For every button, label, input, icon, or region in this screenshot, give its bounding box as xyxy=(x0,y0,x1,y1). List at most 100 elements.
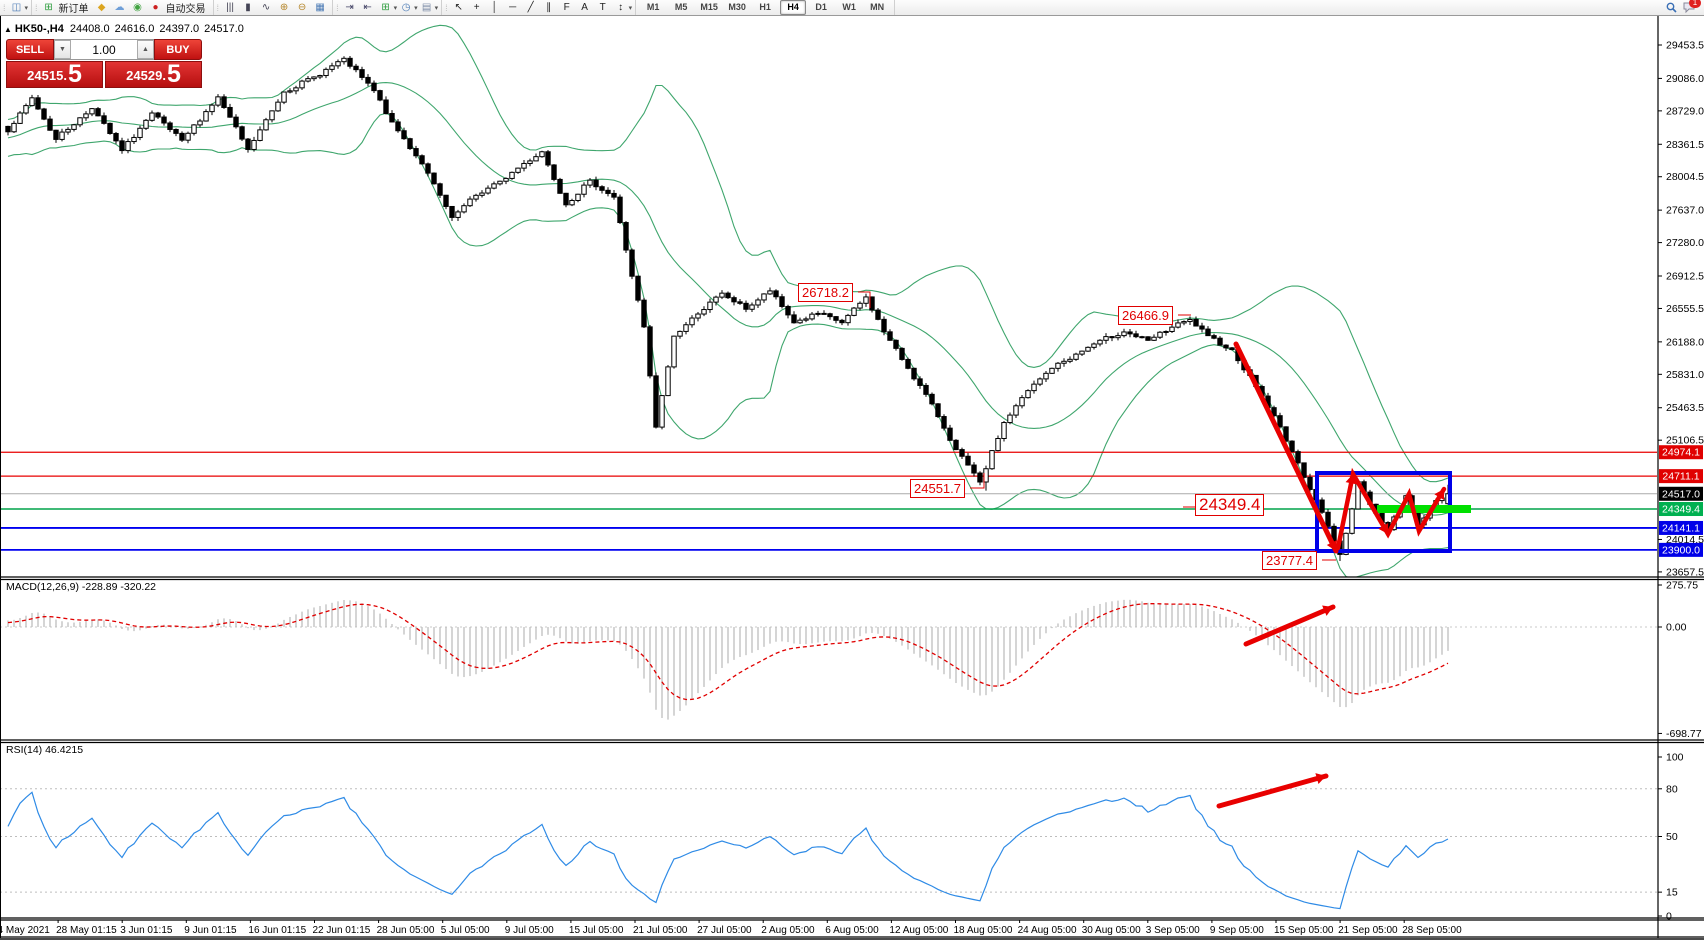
zigzag-arrow-drawing[interactable] xyxy=(1335,467,1447,551)
timeframe-MN[interactable]: MN xyxy=(870,2,885,12)
signals-icon[interactable]: ◉ xyxy=(133,2,142,13)
templates-icon[interactable]: ▤ xyxy=(421,2,432,13)
symbol-title: HK50-,H4 xyxy=(14,23,64,35)
indicators-add-icon-dropdown[interactable]: ▾ xyxy=(393,4,398,12)
text-label-icon[interactable]: T xyxy=(599,2,606,13)
toolbar-group-trade: ⁞ ⊞ 新订单 ◆ ☁ ◉ ● 自动交易 xyxy=(32,0,214,15)
buy-price-display[interactable]: 24529. 5 xyxy=(105,61,202,88)
chart-area: 29453.5 29086.0 28729.0 28361.5 28004.5 27637… xyxy=(0,14,1704,938)
price-annotation-26466.9[interactable]: 26466.9 xyxy=(1118,306,1173,325)
volume-decrease-button[interactable]: ▼ xyxy=(54,40,71,59)
trendline-icon[interactable]: ╱ xyxy=(527,2,534,13)
search-icon[interactable] xyxy=(1663,0,1679,15)
vertical-line-icon[interactable]: │ xyxy=(491,2,498,13)
downtrend-arrow-drawing[interactable] xyxy=(1233,341,1339,554)
timeframe-W1[interactable]: W1 xyxy=(842,2,856,12)
arrows-tool-icon[interactable]: ↕ xyxy=(618,2,624,13)
svg-text:22 Jun 01:15: 22 Jun 01:15 xyxy=(313,925,371,936)
timeframe-M5[interactable]: M5 xyxy=(674,2,688,12)
horizontal-line-icon[interactable]: ─ xyxy=(509,2,517,13)
periods-icon-dropdown[interactable]: ▾ xyxy=(414,4,418,12)
price-annotation-26718.2[interactable]: 26718.2 xyxy=(798,283,853,302)
svg-text:25106.5: 25106.5 xyxy=(1666,435,1704,447)
channel-icon[interactable]: ∥ xyxy=(546,2,552,13)
svg-text:3 Jun 01:15: 3 Jun 01:15 xyxy=(120,925,173,936)
svg-text:5 Jul 05:00: 5 Jul 05:00 xyxy=(441,925,490,936)
macd-up-arrow-drawing[interactable] xyxy=(1243,604,1336,647)
candlestick-series xyxy=(5,55,1451,562)
timeframe-D1[interactable]: D1 xyxy=(815,2,827,12)
auto-scroll-icon[interactable]: ⇥ xyxy=(345,2,354,13)
price-axis: 29453.5 29086.0 28729.0 28361.5 28004.5 27637… xyxy=(1658,40,1704,923)
bar-chart-icon[interactable]: ||| xyxy=(226,2,234,13)
arrows-tool-icon-dropdown[interactable]: ▾ xyxy=(628,4,633,12)
chart-canvas[interactable]: 29453.5 29086.0 28729.0 28361.5 28004.5 27637… xyxy=(0,14,1704,938)
svg-text:9 Jun 01:15: 9 Jun 01:15 xyxy=(184,925,237,936)
autotrade-icon-label[interactable]: 自动交易 xyxy=(165,4,206,15)
price-annotation-24349.4[interactable]: 24349.4 xyxy=(1195,494,1265,516)
autotrade-icon[interactable]: ● xyxy=(152,2,159,13)
candlestick-icon[interactable]: ▮ xyxy=(245,2,251,13)
price-annotation-24551.7[interactable]: 24551.7 xyxy=(910,479,965,498)
toolbar-grip: ⁞ xyxy=(35,2,38,13)
svg-text:25463.5: 25463.5 xyxy=(1666,402,1704,414)
price-tag-24974.1 xyxy=(1659,445,1703,460)
toolbar-group-chart-type: ⁞ ||| ▮ ∿ ⊕ ⊖ ▦ xyxy=(214,0,334,15)
rsi-line xyxy=(7,791,1449,910)
svg-text:24711.1: 24711.1 xyxy=(1662,471,1699,483)
toolbar-grip: ⁞ xyxy=(3,2,6,13)
panel-collapse-icon[interactable]: ▲ xyxy=(4,25,12,34)
svg-text:6 Aug 05:00: 6 Aug 05:00 xyxy=(825,925,879,936)
timeframe-H4[interactable]: H4 xyxy=(780,0,807,15)
text-icon[interactable]: A xyxy=(581,2,588,13)
macd-pane xyxy=(1,599,1657,720)
svg-text:24 Aug 05:00: 24 Aug 05:00 xyxy=(1018,925,1077,936)
chart-shift-icon[interactable]: ⇤ xyxy=(363,2,372,13)
svg-text:16 Jun 01:15: 16 Jun 01:15 xyxy=(248,925,306,936)
green-band-drawing[interactable] xyxy=(1377,505,1471,513)
fibonacci-icon[interactable]: F xyxy=(563,2,570,13)
svg-text:80: 80 xyxy=(1666,783,1678,795)
price-tag-24141.1 xyxy=(1659,520,1703,535)
volume-increase-button[interactable]: ▲ xyxy=(137,40,154,59)
line-chart-icon[interactable]: ∿ xyxy=(261,2,271,13)
sell-button[interactable]: SELL xyxy=(6,39,54,60)
new-order-icon[interactable]: ⊞ xyxy=(44,2,53,13)
periods-icon[interactable]: ◷ xyxy=(401,2,411,13)
price-tag-24711.1 xyxy=(1659,469,1703,484)
rsi-label: RSI(14) 46.4215 xyxy=(6,744,83,756)
zoom-in-icon[interactable]: ⊕ xyxy=(279,2,289,13)
svg-text:28361.5: 28361.5 xyxy=(1666,139,1704,151)
buy-button[interactable]: BUY xyxy=(154,39,202,60)
crosshair-icon[interactable]: + xyxy=(473,2,480,13)
templates-icon-dropdown[interactable]: ▾ xyxy=(434,4,439,12)
price-tag-24517.0 xyxy=(1659,486,1703,501)
timeframe-M30[interactable]: M30 xyxy=(728,2,746,12)
bar-open: 24408.0 xyxy=(69,23,110,35)
indicators-add-icon[interactable]: ⊞ xyxy=(381,2,390,13)
sell-price-display[interactable]: 24515. 5 xyxy=(6,61,103,88)
svg-text:18 Aug 05:00: 18 Aug 05:00 xyxy=(954,925,1013,936)
sell-price-pips: 5 xyxy=(67,60,82,88)
volume-input[interactable]: 1.00 xyxy=(92,42,116,57)
svg-text:24974.1: 24974.1 xyxy=(1662,447,1700,459)
timeframe-M15[interactable]: M15 xyxy=(700,2,718,12)
toolbar-right: 1 xyxy=(1662,0,1704,15)
macd-label: MACD(12,26,9) -228.89 -320.22 xyxy=(6,581,156,593)
timeframe-H1[interactable]: H1 xyxy=(759,2,771,12)
timeframe-M1[interactable]: M1 xyxy=(646,2,660,12)
rsi-up-arrow-drawing[interactable] xyxy=(1216,773,1329,809)
toolbar-group-draw-tools: ⁞ ↖ + │ ─ ╱ ∥ F A T ↕ ▾ xyxy=(442,0,637,15)
chart-window-icon[interactable]: ◫ xyxy=(11,2,22,13)
market-watch-icon[interactable]: ◆ xyxy=(97,2,106,13)
cursor-icon[interactable]: ↖ xyxy=(454,2,463,13)
new-order-icon-label[interactable]: 新订单 xyxy=(58,4,89,15)
buy-price-main: 24529 xyxy=(126,68,163,83)
tile-windows-icon[interactable]: ▦ xyxy=(315,2,325,13)
data-window-icon[interactable]: ☁ xyxy=(114,2,125,13)
notifications-icon[interactable]: 1 xyxy=(1681,0,1701,15)
chart-window-icon-dropdown[interactable]: ▾ xyxy=(24,4,29,12)
price-annotation-23777.4[interactable]: 23777.4 xyxy=(1262,551,1317,570)
zoom-out-icon[interactable]: ⊖ xyxy=(297,2,307,13)
